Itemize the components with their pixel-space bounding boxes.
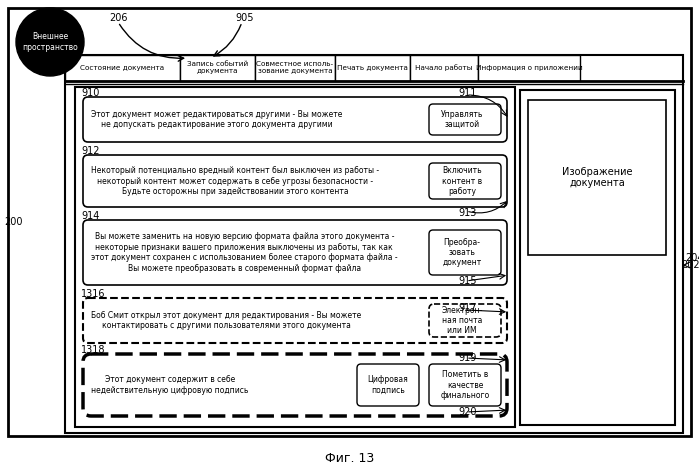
Text: Информация о приложении: Информация о приложении: [475, 65, 582, 71]
Text: 912: 912: [81, 146, 99, 156]
FancyBboxPatch shape: [83, 220, 507, 285]
Text: 204: 204: [686, 253, 699, 263]
Text: Фиг. 13: Фиг. 13: [325, 452, 374, 464]
Text: Управлять
защитой: Управлять защитой: [441, 110, 483, 129]
Text: 1318: 1318: [81, 345, 106, 355]
Text: Преобра-
зовать
документ: Преобра- зовать документ: [442, 238, 482, 267]
Text: 917: 917: [459, 303, 477, 313]
Text: 915: 915: [459, 276, 477, 286]
Text: Этот документ содержит в себе
недействительную цифровую подпись: Этот документ содержит в себе недействит…: [91, 376, 248, 395]
Text: 910: 910: [81, 88, 99, 98]
Text: 202: 202: [682, 260, 699, 270]
Text: 920: 920: [459, 407, 477, 417]
Text: 919: 919: [459, 353, 477, 363]
Bar: [180, 55, 255, 81]
Text: Внешнее
пространство: Внешнее пространство: [22, 32, 78, 52]
FancyBboxPatch shape: [429, 104, 501, 135]
Text: 200: 200: [4, 217, 22, 227]
Text: 905: 905: [236, 13, 254, 23]
Text: Включить
контент в
работу: Включить контент в работу: [442, 166, 482, 196]
FancyBboxPatch shape: [429, 230, 501, 275]
FancyBboxPatch shape: [429, 364, 501, 406]
Circle shape: [16, 8, 84, 76]
FancyBboxPatch shape: [429, 163, 501, 199]
Text: Запись событий
документа: Запись событий документа: [187, 62, 248, 75]
FancyBboxPatch shape: [357, 364, 419, 406]
Bar: [410, 55, 478, 81]
Text: 911: 911: [459, 88, 477, 98]
Text: Печать документа: Печать документа: [337, 65, 408, 71]
Text: Электрон-
ная почта
или ИМ: Электрон- ная почта или ИМ: [441, 306, 483, 336]
Text: Цифровая
подпись: Цифровая подпись: [368, 376, 408, 395]
Text: Вы можете заменить на новую версию формата файла этого документа -
некоторые при: Вы можете заменить на новую версию форма…: [91, 232, 398, 273]
Bar: [65, 55, 683, 433]
Text: Боб Смит открыл этот документ для редактирования - Вы можете
контактировать с др: Боб Смит открыл этот документ для редакт…: [91, 311, 361, 330]
Bar: [65, 55, 180, 81]
Text: 206: 206: [109, 13, 127, 23]
FancyBboxPatch shape: [83, 354, 507, 416]
Bar: [335, 55, 410, 81]
Text: Некоторый потенциально вредный контент был выключен из работы -
некоторый контен: Некоторый потенциально вредный контент б…: [91, 166, 379, 196]
Text: Пометить в
качестве
финального: Пометить в качестве финального: [440, 370, 489, 400]
FancyBboxPatch shape: [429, 304, 501, 337]
FancyBboxPatch shape: [83, 298, 507, 343]
Bar: [75, 87, 515, 427]
FancyBboxPatch shape: [83, 155, 507, 207]
Text: Изображение
документа: Изображение документа: [562, 167, 633, 188]
Bar: [520, 90, 675, 425]
Bar: [478, 55, 580, 81]
Text: 913: 913: [459, 208, 477, 218]
Text: Состояние документа: Состояние документа: [80, 65, 164, 71]
Text: 914: 914: [81, 211, 99, 221]
Text: Совместное исполь-
зование документа: Совместное исполь- зование документа: [257, 62, 333, 75]
FancyBboxPatch shape: [83, 97, 507, 142]
Text: Этот документ может редактироваться другими - Вы можете
не допускать редактирова: Этот документ может редактироваться друг…: [91, 110, 343, 129]
Text: 1316: 1316: [81, 289, 106, 299]
Bar: [255, 55, 335, 81]
Bar: [528, 100, 666, 255]
Text: Начало работы: Начало работы: [415, 64, 473, 71]
